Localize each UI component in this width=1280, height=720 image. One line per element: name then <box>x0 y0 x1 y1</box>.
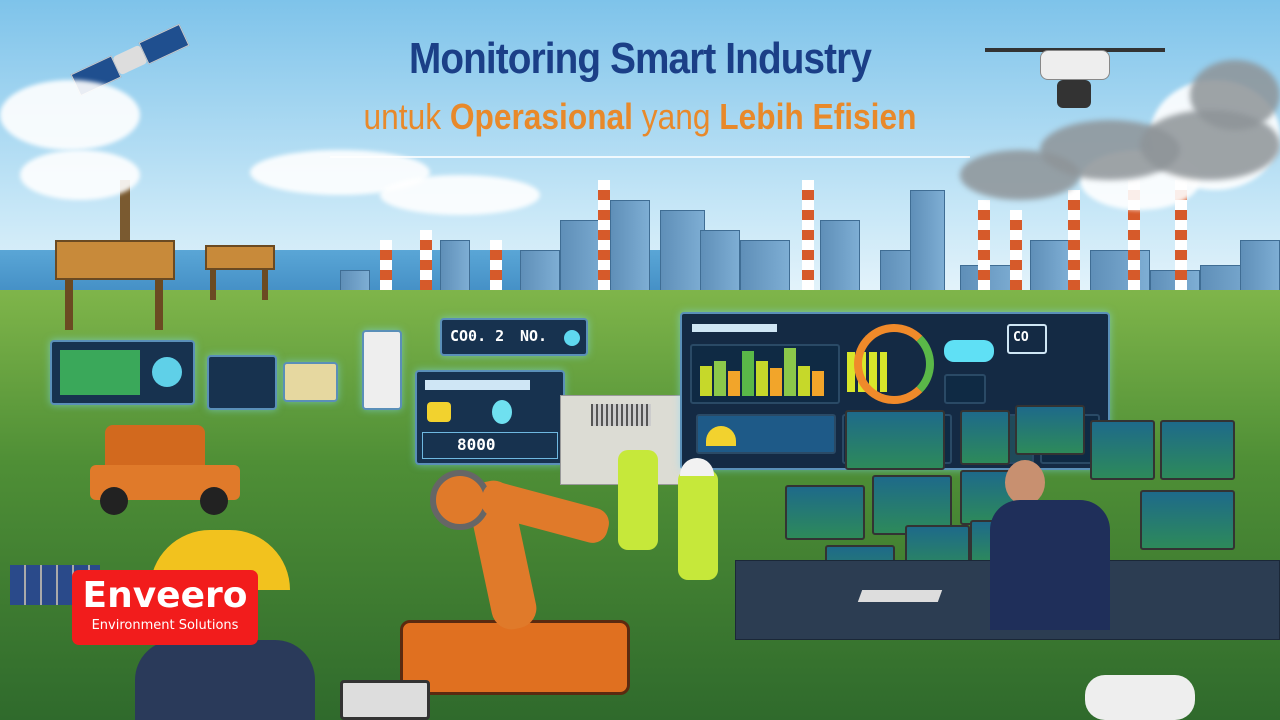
smokestack <box>598 180 610 310</box>
logo-tagline: Environment Solutions <box>91 618 239 633</box>
smokestack <box>1128 180 1140 310</box>
logo-name: Enveero <box>82 575 248 616</box>
cctv-camera <box>1085 675 1195 720</box>
chart-bar <box>756 361 768 396</box>
smokestack <box>1068 190 1080 310</box>
oil-rig <box>200 200 280 300</box>
smokestack <box>978 200 990 310</box>
cloud-icon <box>564 330 580 346</box>
monitor <box>1015 405 1085 455</box>
monitoring-screen <box>207 355 277 410</box>
monitor <box>785 485 865 540</box>
monitoring-screen <box>50 340 195 405</box>
trend-widget <box>696 414 836 454</box>
co2-reading: CO0. 2 <box>450 327 505 345</box>
monitor <box>1140 490 1235 550</box>
hard-hat <box>680 458 714 476</box>
cloud <box>0 80 140 150</box>
chart-bar <box>812 371 824 396</box>
robot-base <box>400 620 630 695</box>
operator <box>990 500 1110 630</box>
monitor <box>1160 420 1235 480</box>
chart-bar <box>700 366 712 396</box>
air-sensor-station <box>362 330 402 410</box>
chart-bar <box>728 371 740 396</box>
operator-head <box>1005 460 1045 505</box>
monitor <box>845 410 945 470</box>
chart-bar <box>742 351 754 396</box>
bar-chart-widget <box>690 344 840 404</box>
drone-icon <box>985 40 1165 110</box>
sensor-dashboard-panel: 8000 <box>415 370 565 465</box>
chart-bar <box>714 361 726 396</box>
gas-readout-panel: CO0. 2 NO. <box>440 318 588 356</box>
title-divider <box>330 156 970 158</box>
cloud <box>380 175 540 215</box>
keyboard <box>857 590 943 602</box>
reading-value: 8000 <box>457 435 496 454</box>
suv <box>90 425 240 515</box>
engineer <box>135 640 315 720</box>
smoke-plume <box>1190 60 1280 130</box>
chart-bar <box>798 366 810 396</box>
cloud-icon <box>944 340 994 362</box>
worker <box>618 450 658 550</box>
no-reading: NO. <box>520 327 548 345</box>
smokestack <box>1175 180 1187 310</box>
co-widget: CO <box>1007 324 1047 354</box>
tablet <box>340 680 430 720</box>
cloud <box>20 150 140 200</box>
monitor <box>960 410 1010 465</box>
smokestack <box>1010 210 1022 310</box>
enveero-logo: Enveero Environment Solutions <box>72 570 258 645</box>
co-label: CO <box>1013 330 1029 345</box>
chart-bar <box>784 348 796 396</box>
indicator-widget <box>944 374 986 404</box>
title-line-2: untuk Operasional yang Lebih Efisien <box>363 96 917 137</box>
gauge-widget <box>854 324 934 404</box>
monitor <box>1090 420 1155 480</box>
oil-rig <box>45 180 185 330</box>
smokestack <box>802 180 814 310</box>
robot-joint <box>430 470 490 530</box>
sensor-display <box>283 362 338 402</box>
title-line-1: Monitoring Smart Industry <box>409 34 872 83</box>
chart-bar <box>770 368 782 396</box>
worker <box>678 470 718 580</box>
